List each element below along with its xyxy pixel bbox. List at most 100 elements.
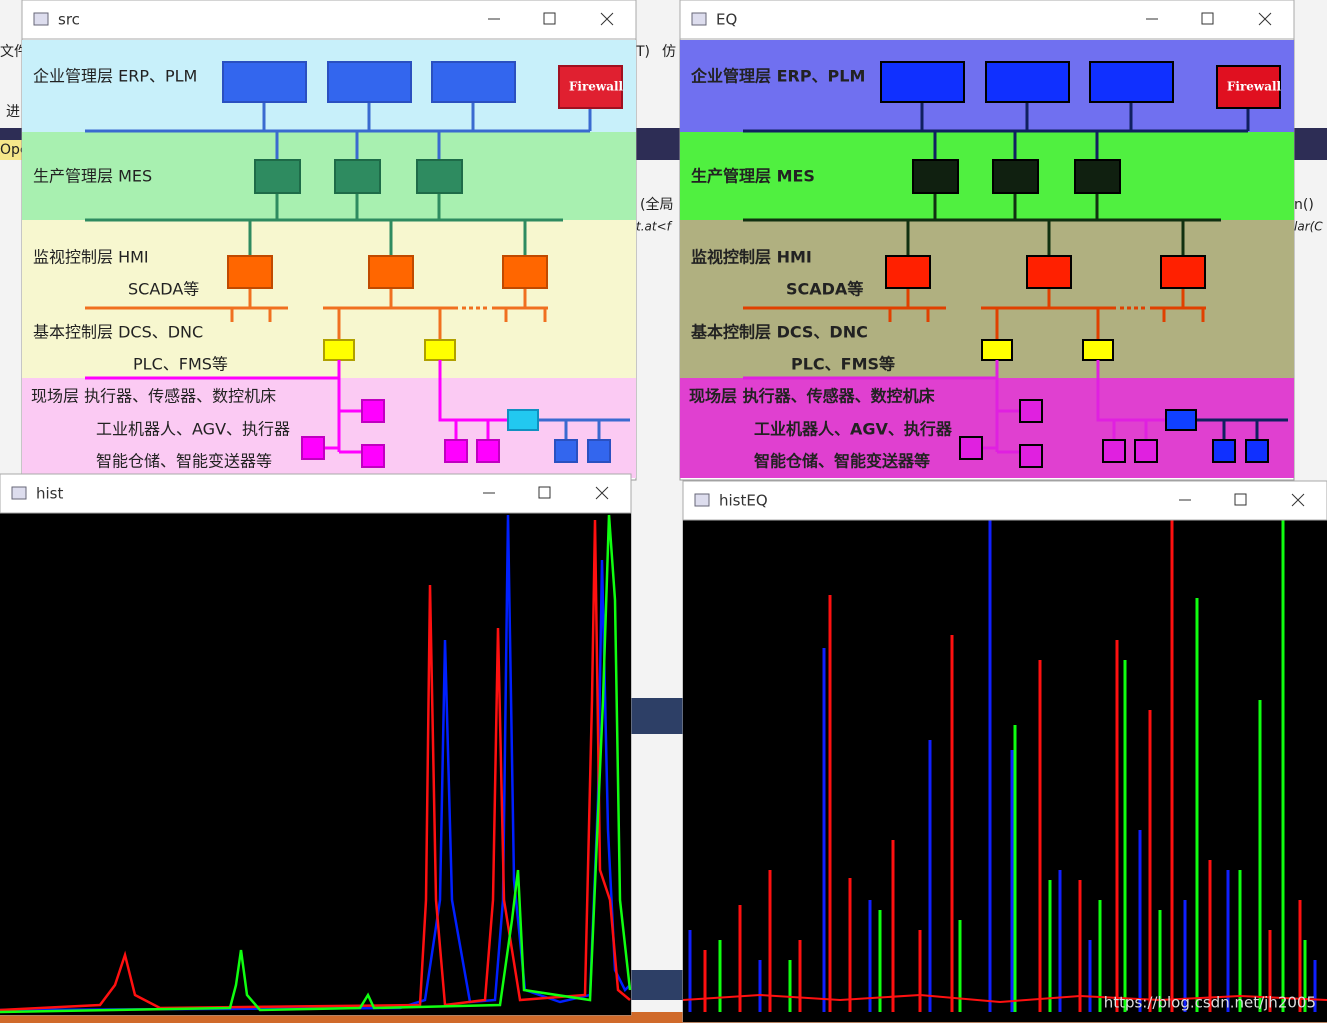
link [743, 288, 1206, 322]
layer-band [680, 132, 1294, 220]
firewall-label: Firewall [1227, 80, 1282, 94]
layer-label: 现场层 执行器、传感器、数控机床 [31, 387, 276, 406]
window-title: hist [36, 485, 63, 503]
node [1212, 439, 1236, 463]
node [981, 339, 1013, 361]
close-button[interactable] [1258, 12, 1272, 26]
hist-canvas [683, 520, 1327, 1022]
link [743, 360, 1166, 454]
hist-curves [0, 514, 632, 1014]
layer-label: 监视控制层 HMI [33, 248, 149, 267]
src-window: src Firewall 企业管理层 ERP、PLM 生产管理层 MES 监视控制层 H… [21, 0, 637, 481]
node [424, 339, 456, 361]
link [337, 308, 442, 340]
firewall-label: Firewall [569, 80, 624, 94]
node [1245, 439, 1269, 463]
node [959, 436, 983, 460]
layer-label: 生产管理层 MES [33, 167, 152, 186]
window-icon [691, 12, 707, 26]
node [227, 255, 273, 289]
maximize-button[interactable] [1201, 12, 1214, 25]
node [301, 436, 325, 460]
close-button[interactable] [595, 486, 609, 500]
layer-label: 现场层 执行器、传感器、数控机床 [689, 387, 936, 406]
node [502, 255, 548, 289]
maximize-button[interactable] [538, 486, 551, 499]
node [880, 61, 965, 103]
window-title: EQ [716, 11, 737, 29]
link [743, 193, 1221, 256]
bg-text: n() [1294, 197, 1314, 213]
node [912, 159, 959, 194]
hist-eq-curves [682, 520, 1327, 1012]
window-icon [694, 493, 710, 507]
node [1160, 255, 1206, 289]
layer-label: SCADA等 [128, 280, 199, 299]
bg-tab [0, 140, 22, 160]
window-icon [11, 486, 27, 500]
node [361, 399, 385, 423]
bg-text: 文件 [0, 44, 28, 60]
layer-label: PLC、FMS等 [133, 355, 228, 374]
node [1102, 439, 1126, 463]
layer-label: 工业机器人、AGV、执行器 [754, 420, 953, 439]
link [85, 193, 563, 256]
layer-label: 基本控制层 DCS、DNC [33, 323, 203, 342]
link [85, 360, 508, 454]
maximize-button[interactable] [543, 12, 556, 25]
title-bar [682, 480, 1327, 521]
node [558, 65, 623, 109]
layer-label: 智能仓储、智能变送器等 [754, 452, 930, 471]
bg-text: T) [635, 44, 650, 60]
hist-canvas [0, 513, 631, 1015]
bg-text: (全局 [640, 196, 673, 213]
link [85, 288, 548, 322]
node [1134, 439, 1158, 463]
title-bar [21, 0, 637, 40]
node [554, 439, 578, 463]
node [885, 255, 931, 289]
layer-label: 生产管理层 MES [691, 167, 815, 186]
node [327, 61, 412, 103]
node [416, 159, 463, 194]
ide-band [630, 698, 690, 734]
layer-label: 基本控制层 DCS、DNC [690, 323, 868, 342]
node [1019, 399, 1043, 423]
window-title: histEQ [719, 492, 768, 510]
layer-label: 企业管理层 ERP、PLM [690, 67, 865, 86]
node [368, 255, 414, 289]
bg-text: 仿 [662, 44, 676, 60]
layer-band [22, 132, 636, 220]
node [444, 439, 468, 463]
link [538, 418, 630, 440]
layer-label: 监视控制层 HMI [691, 248, 812, 267]
node [334, 159, 381, 194]
node [476, 439, 500, 463]
maximize-button[interactable] [1234, 493, 1247, 506]
link [1196, 418, 1288, 440]
node [254, 159, 301, 194]
close-button[interactable] [600, 12, 614, 26]
eq-window: EQ Firewall 企业管理层 ERP、PLM 生产管理层 MES 监视控制层 HM… [679, 0, 1295, 481]
layer-label: 企业管理层 ERP、PLM [33, 67, 197, 86]
bg-text: 进 [6, 104, 20, 120]
node [587, 439, 611, 463]
node [507, 409, 539, 431]
ide-band [630, 970, 690, 1000]
hist-window [0, 473, 632, 1016]
node [1089, 61, 1174, 103]
node [1165, 409, 1197, 431]
node [985, 61, 1070, 103]
hist-eq-window [682, 480, 1327, 1023]
node [1026, 255, 1072, 289]
status-bar [0, 1012, 1327, 1023]
node [222, 61, 307, 103]
node [1019, 444, 1043, 468]
title-bar [0, 473, 632, 514]
node [361, 444, 385, 468]
watermark: https://blog.csdn.net/jh2005 [1104, 994, 1316, 1012]
window-icon [33, 12, 49, 26]
title-bar [679, 0, 1295, 40]
close-button[interactable] [1291, 493, 1305, 507]
